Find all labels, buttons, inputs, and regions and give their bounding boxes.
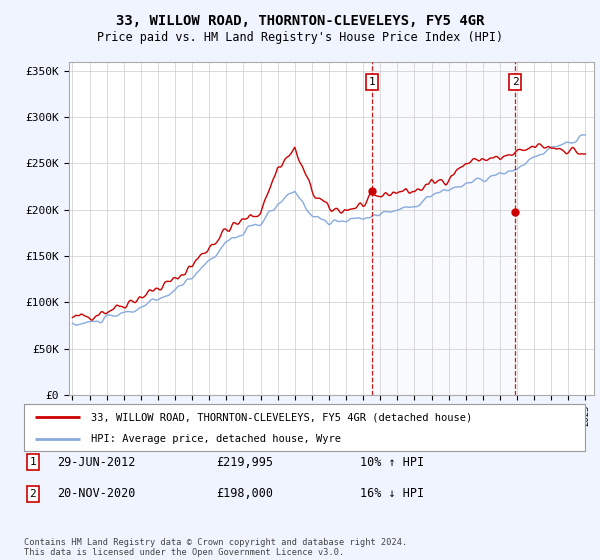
Text: 33, WILLOW ROAD, THORNTON-CLEVELEYS, FY5 4GR (detached house): 33, WILLOW ROAD, THORNTON-CLEVELEYS, FY5…: [91, 412, 473, 422]
Text: 1: 1: [368, 77, 375, 87]
Text: £198,000: £198,000: [216, 487, 273, 501]
Text: Contains HM Land Registry data © Crown copyright and database right 2024.
This d: Contains HM Land Registry data © Crown c…: [24, 538, 407, 557]
Text: 16% ↓ HPI: 16% ↓ HPI: [360, 487, 424, 501]
Text: HPI: Average price, detached house, Wyre: HPI: Average price, detached house, Wyre: [91, 434, 341, 444]
Text: 2: 2: [29, 489, 37, 499]
Text: 10% ↑ HPI: 10% ↑ HPI: [360, 455, 424, 469]
Text: £219,995: £219,995: [216, 455, 273, 469]
Text: 2: 2: [512, 77, 519, 87]
Text: 1: 1: [29, 457, 37, 467]
Text: 20-NOV-2020: 20-NOV-2020: [57, 487, 136, 501]
Text: Price paid vs. HM Land Registry's House Price Index (HPI): Price paid vs. HM Land Registry's House …: [97, 31, 503, 44]
Text: 33, WILLOW ROAD, THORNTON-CLEVELEYS, FY5 4GR: 33, WILLOW ROAD, THORNTON-CLEVELEYS, FY5…: [116, 14, 484, 28]
Bar: [371, 62, 515, 395]
Text: 29-JUN-2012: 29-JUN-2012: [57, 455, 136, 469]
